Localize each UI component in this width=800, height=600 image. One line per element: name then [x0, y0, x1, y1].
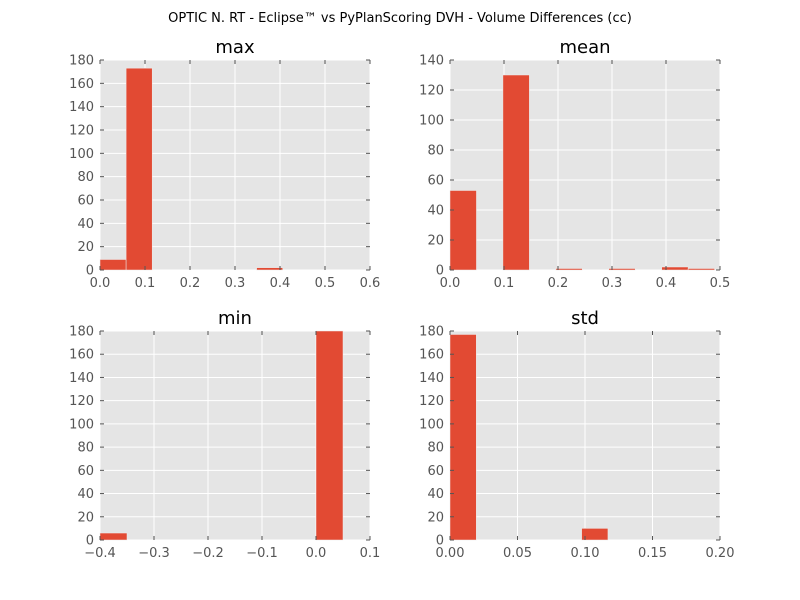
- y-tick-label: 80: [427, 144, 444, 159]
- y-tick-label: 160: [69, 348, 94, 363]
- histogram-bar: [99, 259, 127, 271]
- histogram-bar: [449, 190, 477, 271]
- histogram-bar: [687, 268, 715, 271]
- y-tick-label: 0: [86, 534, 94, 549]
- y-tick-label: 0: [436, 264, 444, 279]
- x-tick-label: 0.1: [135, 276, 156, 291]
- histogram-bar: [555, 268, 583, 271]
- y-tick-label: 120: [69, 124, 94, 139]
- x-tick-label: −0.3: [138, 546, 170, 561]
- y-tick-label: 0: [86, 264, 94, 279]
- y-tick-label: 60: [427, 174, 444, 189]
- x-tick-label: 0.00: [436, 546, 465, 561]
- y-tick-label: 40: [427, 487, 444, 502]
- y-tick-label: 60: [427, 464, 444, 479]
- x-tick-label: 0.05: [503, 546, 532, 561]
- y-tick-label: 120: [419, 84, 444, 99]
- histogram-bar: [125, 67, 153, 271]
- x-tick-label: 0.5: [315, 276, 336, 291]
- subplot-min: −0.4 −0.3 −0.2 −0.1 0.0 0.1 0 20 40 60 80 100 120 140…: [69, 308, 380, 561]
- y-tick-label: 60: [77, 464, 94, 479]
- y-tick-label: 40: [77, 217, 94, 232]
- x-tick-label: 0.3: [225, 276, 246, 291]
- y-tick-label: 80: [427, 441, 444, 456]
- x-tick-label: 0.5: [710, 276, 731, 291]
- subplot-title: std: [571, 308, 599, 329]
- subplot-title: max: [215, 37, 255, 58]
- y-tick-label: 140: [69, 100, 94, 115]
- histogram-bar: [608, 268, 636, 271]
- histogram-bar: [502, 74, 530, 271]
- x-tick-label: −0.2: [192, 546, 224, 561]
- x-tick-label: 0.1: [360, 546, 381, 561]
- x-tick-label: 0.0: [440, 276, 461, 291]
- histogram-bar: [581, 528, 609, 541]
- y-tick-label: 120: [69, 394, 94, 409]
- x-tick-label: 0.20: [706, 546, 735, 561]
- x-tick-label: 0.15: [638, 546, 667, 561]
- histogram-bar: [256, 267, 283, 271]
- y-tick-label: 40: [427, 204, 444, 219]
- x-tick-label: −0.1: [246, 546, 278, 561]
- histogram-bar: [315, 330, 344, 541]
- x-tick-label: 0.3: [602, 276, 623, 291]
- axes-background: [450, 60, 720, 270]
- x-tick-label: 0.6: [360, 276, 381, 291]
- y-tick-label: 100: [69, 147, 94, 162]
- histogram-bar: [449, 334, 477, 541]
- y-tick-label: 160: [69, 77, 94, 92]
- y-tick-label: 20: [77, 240, 94, 255]
- y-tick-label: 20: [427, 234, 444, 249]
- y-tick-label: 160: [419, 348, 444, 363]
- subplot-title: mean: [559, 37, 610, 58]
- histogram-bar: [99, 532, 128, 541]
- subplot-title: min: [218, 308, 252, 329]
- y-tick-label: 100: [69, 417, 94, 432]
- y-tick-label: 20: [77, 510, 94, 525]
- y-tick-label: 80: [77, 170, 94, 185]
- y-tick-label: 120: [419, 394, 444, 409]
- y-tick-label: 0: [436, 534, 444, 549]
- x-tick-label: 0.1: [494, 276, 515, 291]
- x-tick-label: 0.0: [90, 276, 111, 291]
- x-tick-label: 0.2: [548, 276, 569, 291]
- y-tick-label: 100: [419, 417, 444, 432]
- x-tick-label: 0.0: [306, 546, 327, 561]
- y-tick-label: 80: [77, 441, 94, 456]
- x-tick-label: 0.4: [270, 276, 291, 291]
- subplot-max: 0.0 0.1 0.2 0.3 0.4 0.5 0.6 0 20 40 60 80 100 120 140 1…: [69, 37, 380, 291]
- y-tick-label: 40: [77, 487, 94, 502]
- y-tick-label: 140: [419, 54, 444, 69]
- y-tick-label: 140: [419, 371, 444, 386]
- y-tick-label: 100: [419, 114, 444, 129]
- subplot-std: 0.00 0.05 0.10 0.15 0.20 0 20 40 60 80 100 120 140 16…: [419, 308, 734, 561]
- y-tick-label: 180: [69, 325, 94, 340]
- y-tick-label: 20: [427, 510, 444, 525]
- x-tick-label: 0.10: [571, 546, 600, 561]
- subplot-grid: 0.0 0.1 0.2 0.3 0.4 0.5 0.6 0 20 40 60 80 100 120 140 1…: [69, 37, 734, 561]
- y-tick-label: 180: [419, 325, 444, 340]
- x-tick-label: −0.4: [84, 546, 116, 561]
- subplot-mean: 0.0 0.1 0.2 0.3 0.4 0.5 0 20 40 60 80 100 120 140 mean: [419, 37, 730, 291]
- x-tick-label: 0.4: [656, 276, 677, 291]
- y-tick-label: 180: [69, 54, 94, 69]
- figure-suptitle: OPTIC N. RT - Eclipse™ vs PyPlanScoring …: [168, 11, 632, 26]
- x-tick-label: 0.2: [180, 276, 201, 291]
- y-tick-label: 60: [77, 194, 94, 209]
- y-tick-label: 140: [69, 371, 94, 386]
